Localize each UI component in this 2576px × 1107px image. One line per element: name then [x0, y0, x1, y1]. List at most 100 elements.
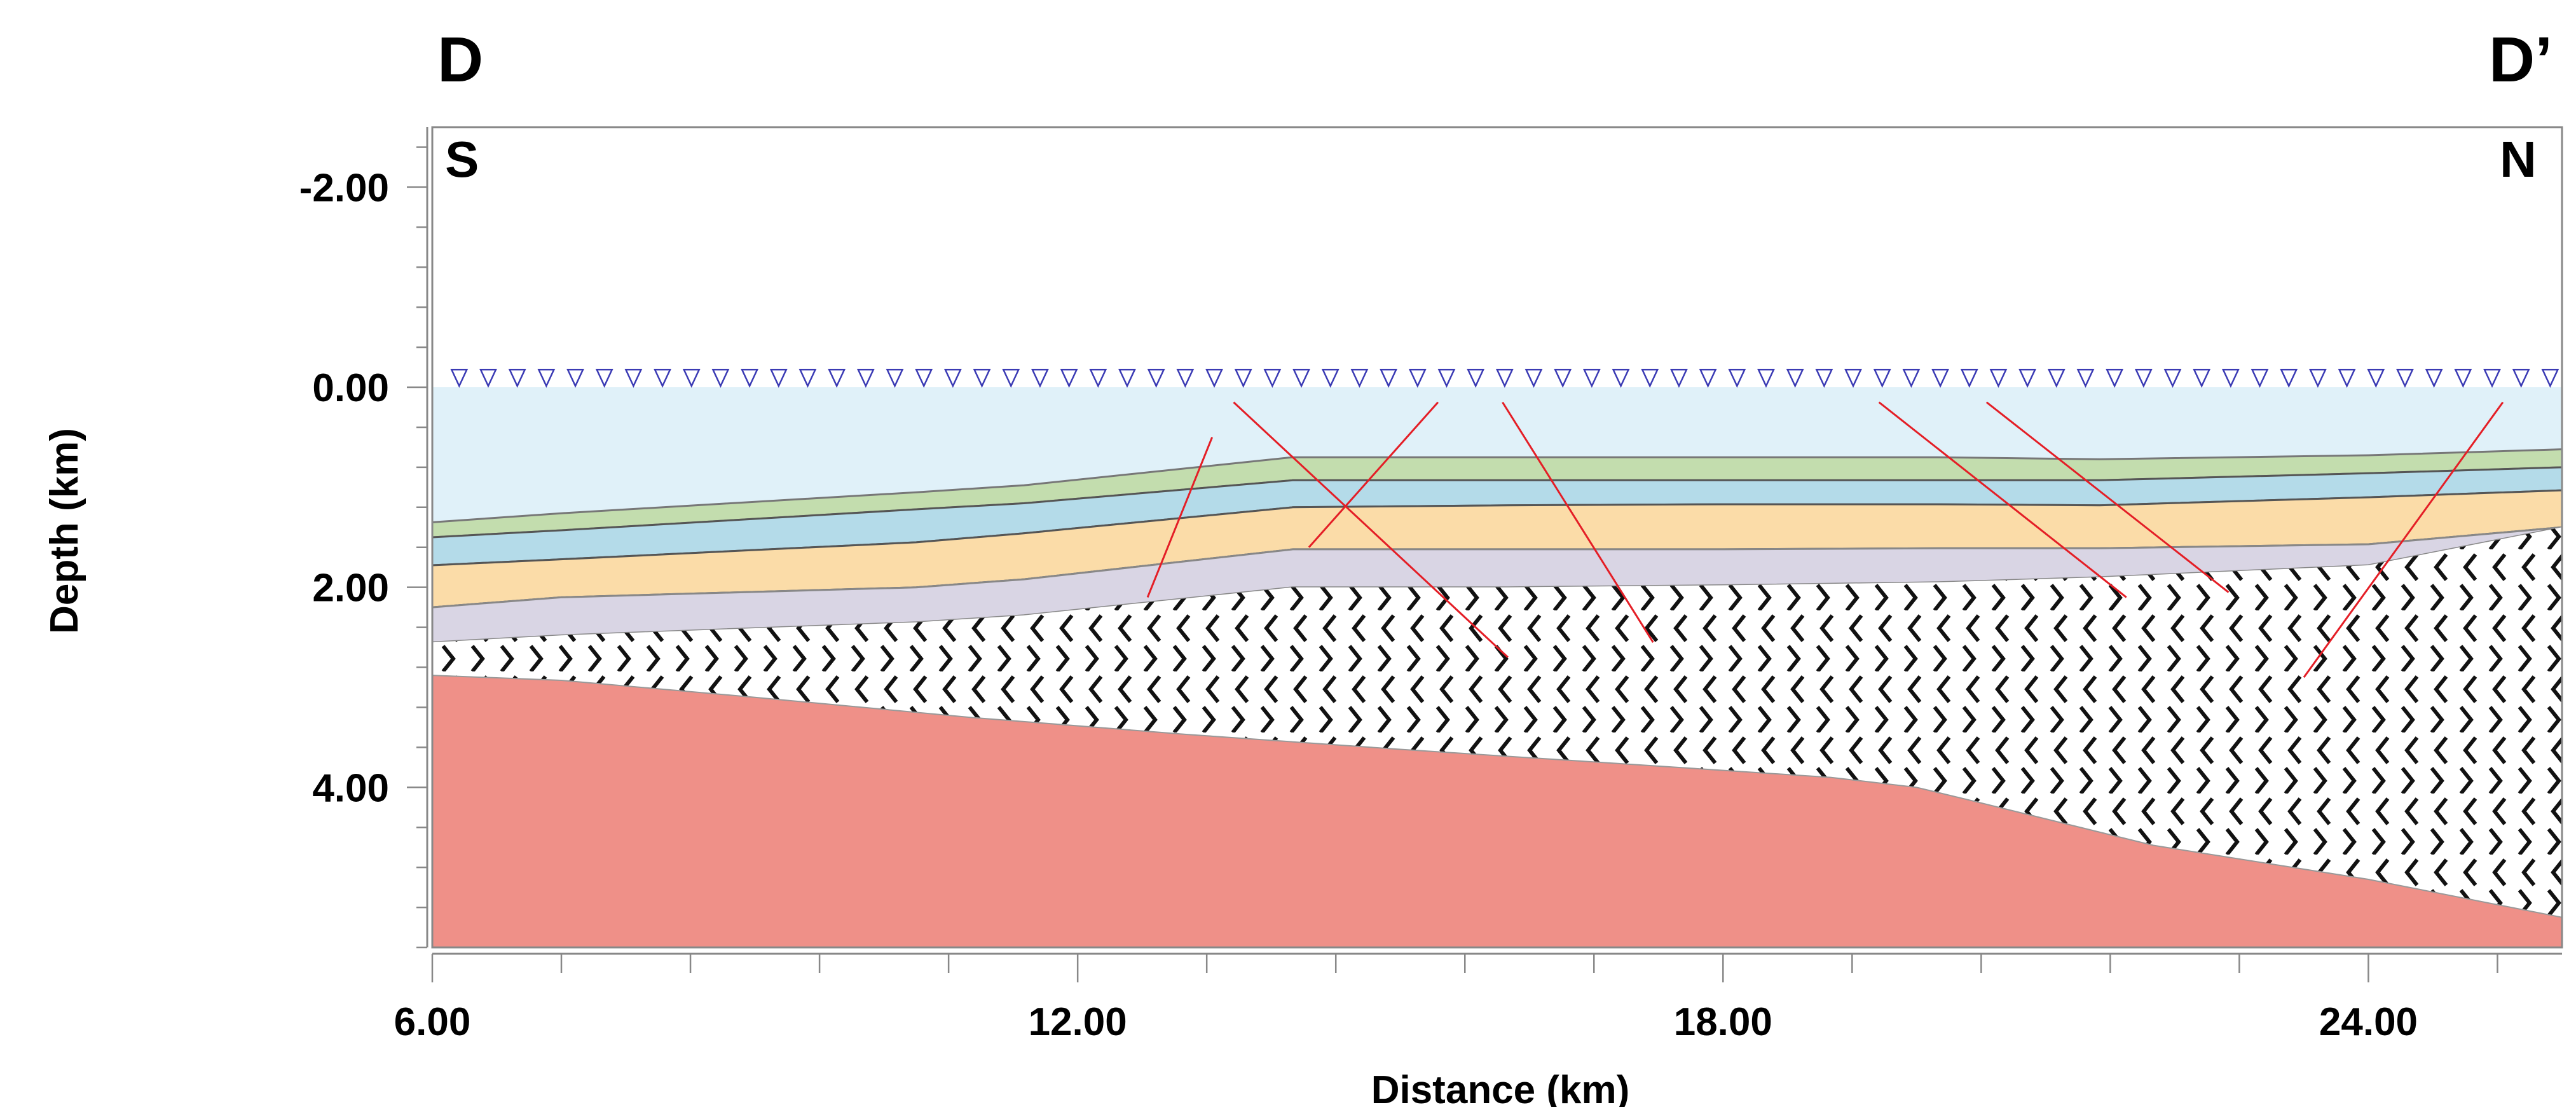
y-tick-label: 2.00	[312, 567, 389, 610]
station-marker	[595, 369, 613, 388]
station-marker	[769, 369, 788, 388]
station-marker	[566, 369, 584, 388]
station-marker	[886, 369, 904, 388]
station-marker	[1467, 369, 1485, 388]
station-marker	[915, 369, 933, 388]
station-marker	[1205, 369, 1223, 388]
station-marker	[2134, 369, 2153, 388]
x-axis-title: Distance (km)	[1371, 1068, 1630, 1107]
station-marker	[1699, 369, 1717, 388]
station-marker	[2163, 369, 2182, 388]
station-marker	[1728, 369, 1746, 388]
station-marker	[1437, 369, 1456, 388]
station-marker	[2483, 369, 2501, 388]
station-marker	[1002, 369, 1020, 388]
station-marker	[2425, 369, 2443, 388]
station-marker	[1089, 369, 1107, 388]
x-tick-label: 12.00	[1029, 1000, 1127, 1044]
y-tick-label: 4.00	[312, 766, 389, 810]
y-tick-label: -2.00	[299, 166, 389, 210]
station-marker	[1844, 369, 1862, 388]
fault-line	[1233, 401, 1509, 658]
station-marker	[624, 369, 643, 388]
station-marker	[2367, 369, 2385, 388]
station-marker	[943, 369, 962, 388]
fault-line	[1502, 401, 1654, 643]
x-axis: 6.00 12.00 18.00 24.00	[394, 952, 2562, 1044]
station-marker	[1757, 369, 1775, 388]
station-marker	[1234, 369, 1252, 388]
station-marker	[479, 369, 497, 388]
x-tick-label: 24.00	[2319, 1000, 2418, 1044]
station-marker	[1118, 369, 1136, 388]
station-marker	[2251, 369, 2269, 388]
fault-line	[1878, 401, 2127, 598]
section-end-label: D’	[2489, 24, 2552, 95]
y-axis: -2.00 0.00 2.00 4.00	[299, 127, 428, 949]
station-markers	[450, 369, 2559, 388]
station-marker	[741, 369, 759, 388]
north-direction-label: N	[2500, 131, 2537, 188]
fault-line	[1308, 401, 1439, 548]
fault-line	[1146, 437, 1214, 598]
station-marker	[1321, 369, 1339, 388]
station-marker	[1380, 369, 1398, 388]
station-marker	[682, 369, 701, 388]
station-marker	[711, 369, 730, 388]
station-marker	[1669, 369, 1688, 388]
chevron-pattern-layer	[432, 527, 2562, 918]
y-tick-label: 0.00	[312, 366, 389, 410]
station-marker	[1815, 369, 1833, 388]
station-marker	[1902, 369, 1921, 388]
station-marker	[537, 369, 556, 388]
station-marker	[1554, 369, 1572, 388]
station-marker	[1031, 369, 1049, 388]
station-marker	[1147, 369, 1165, 388]
basement-layer	[432, 675, 2562, 947]
station-marker	[1176, 369, 1195, 388]
geology-layers	[432, 369, 2562, 947]
station-marker	[1350, 369, 1369, 388]
y-axis-title: Depth (km)	[43, 428, 86, 634]
station-marker	[1989, 369, 2008, 388]
station-marker	[654, 369, 672, 388]
station-marker	[1524, 369, 1543, 388]
station-marker	[1931, 369, 1950, 388]
station-marker	[2106, 369, 2124, 388]
station-marker	[973, 369, 991, 388]
x-tick-label: 6.00	[394, 1000, 471, 1044]
plot-frame	[431, 126, 2563, 949]
station-marker	[2512, 369, 2530, 388]
station-marker	[2018, 369, 2037, 388]
station-marker	[2541, 369, 2559, 388]
station-marker	[828, 369, 846, 388]
station-marker	[798, 369, 817, 388]
station-marker	[1786, 369, 1804, 388]
station-marker	[1960, 369, 1978, 388]
section-start-label: D	[437, 24, 483, 95]
x-tick-label: 18.00	[1674, 1000, 1772, 1044]
station-marker	[2076, 369, 2095, 388]
south-direction-label: S	[445, 131, 479, 188]
station-marker	[1873, 369, 1891, 388]
station-marker	[2338, 369, 2356, 388]
fault-line	[1985, 401, 2230, 593]
station-marker	[1641, 369, 1659, 388]
station-marker	[2308, 369, 2327, 388]
station-marker	[1263, 369, 1282, 388]
station-marker	[2280, 369, 2298, 388]
fault-line	[2303, 401, 2504, 678]
station-marker	[1582, 369, 1601, 388]
station-marker	[856, 369, 875, 388]
station-marker	[1060, 369, 1078, 388]
station-marker	[2396, 369, 2414, 388]
station-marker	[2193, 369, 2211, 388]
station-marker	[2047, 369, 2066, 388]
station-marker	[2221, 369, 2240, 388]
station-marker	[1495, 369, 1514, 388]
station-marker	[1408, 369, 1427, 388]
station-marker	[2454, 369, 2472, 388]
station-marker	[450, 369, 469, 388]
fault-lines	[1146, 401, 2504, 678]
